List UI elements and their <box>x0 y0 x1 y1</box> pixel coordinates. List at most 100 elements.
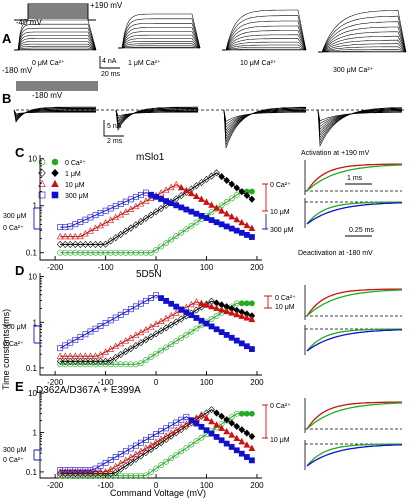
data-point-s0 <box>208 316 215 322</box>
data-point-s2 <box>218 306 225 313</box>
data-point-s2 <box>61 352 69 359</box>
panel-b-letter: B <box>2 91 11 106</box>
trace-a-1 <box>118 13 201 49</box>
panel-a-scale-bar <box>99 56 120 69</box>
data-point-s1 <box>157 204 165 213</box>
data-point-s2 <box>248 444 256 452</box>
data-point-s2 <box>188 300 195 308</box>
trace-b-2 <box>223 108 306 141</box>
data-point-s2 <box>223 307 231 315</box>
data-point-s1 <box>152 208 160 216</box>
legend-filled-marker-2 <box>51 179 59 187</box>
data-point-s0 <box>249 188 255 195</box>
data-point-s2 <box>162 186 170 193</box>
trace-b-2 <box>223 108 307 143</box>
data-point-s2 <box>71 468 79 475</box>
data-point-s0 <box>143 357 149 363</box>
data-point-s3 <box>238 450 245 457</box>
data-point-s3 <box>228 444 235 450</box>
data-point-s1 <box>82 357 89 365</box>
data-point-s1 <box>122 348 130 356</box>
data-point-s1 <box>102 357 109 365</box>
data-point-s2 <box>107 216 114 223</box>
data-point-s0 <box>153 350 159 357</box>
x-tick-label: -100 <box>98 481 115 490</box>
data-point-s0 <box>238 410 245 417</box>
data-point-s0 <box>233 192 240 198</box>
data-point-s2 <box>218 207 225 214</box>
data-point-s3 <box>183 206 190 213</box>
data-point-s2 <box>208 201 215 208</box>
data-point-s0 <box>153 246 159 253</box>
data-point-s3 <box>178 204 185 211</box>
data-point-s1 <box>193 306 200 314</box>
data-point-s2 <box>87 227 94 234</box>
data-point-s2 <box>167 312 175 319</box>
data-point-s3 <box>238 340 245 347</box>
x-tick-label: -200 <box>47 263 64 272</box>
data-point-s2 <box>172 180 180 188</box>
data-point-s1 <box>248 432 256 441</box>
data-point-s1 <box>72 240 79 249</box>
data-point-s2 <box>228 431 236 438</box>
data-point-s2 <box>172 426 180 433</box>
data-point-s1 <box>193 182 200 190</box>
data-point-s1 <box>238 426 246 434</box>
trace-a-2 <box>222 41 307 51</box>
data-point-s2 <box>97 221 104 229</box>
data-point-s3 <box>203 215 210 221</box>
data-point-s1 <box>112 234 119 242</box>
series-line-0 <box>60 302 252 365</box>
data-point-s2 <box>233 310 241 318</box>
trace-a-3 <box>318 31 407 53</box>
data-point-s0 <box>168 455 175 462</box>
data-point-s2 <box>172 309 180 316</box>
trace-b-2 <box>223 109 306 135</box>
data-point-s2 <box>82 468 89 475</box>
data-point-s0 <box>138 360 144 367</box>
inset-deactivation-label: Deactivation at -180 mV <box>298 250 373 257</box>
data-point-s0 <box>183 445 190 451</box>
data-point-s2 <box>137 328 145 336</box>
data-point-s3 <box>183 413 190 420</box>
data-point-s0 <box>188 222 195 229</box>
trace-a-0 <box>14 38 97 51</box>
data-point-s1 <box>167 432 175 440</box>
data-point-s1 <box>112 353 119 362</box>
data-point-s3 <box>249 234 255 240</box>
trace-a-0 <box>14 35 97 51</box>
data-point-s2 <box>117 459 125 467</box>
data-point-s1 <box>56 240 64 249</box>
trace-b-3 <box>317 107 403 148</box>
data-point-s2 <box>137 200 145 207</box>
data-point-s2 <box>61 232 69 240</box>
panel-d-letter: D <box>15 263 24 278</box>
trace-a-2 <box>222 25 307 51</box>
data-point-s1 <box>97 357 104 365</box>
data-point-s2 <box>112 342 120 350</box>
data-point-s2 <box>228 309 236 316</box>
trace-b-2 <box>223 109 307 125</box>
trace-a-3 <box>318 35 407 53</box>
trace-a-3 <box>318 10 407 53</box>
data-point-s0 <box>183 331 190 338</box>
data-point-s1 <box>152 330 160 338</box>
data-point-s2 <box>82 352 89 359</box>
inset-trace <box>306 444 403 467</box>
data-point-s2 <box>228 212 236 220</box>
data-point-s0 <box>249 300 255 307</box>
data-point-s0 <box>148 249 154 256</box>
panel-d-right-label-0: 0 Ca²⁺ <box>275 295 296 302</box>
data-point-s3 <box>218 221 225 228</box>
data-point-s0 <box>213 313 220 319</box>
legend-filled-marker-0 <box>51 158 59 166</box>
data-point-s1 <box>152 442 160 450</box>
trace-a-1 <box>118 18 201 49</box>
data-point-s3 <box>243 232 250 238</box>
data-point-s2 <box>157 317 165 324</box>
data-point-s2 <box>243 314 251 321</box>
x-tick-label: 200 <box>250 378 264 387</box>
data-point-s1 <box>117 465 124 473</box>
data-point-s2 <box>82 230 89 237</box>
data-point-s1 <box>72 357 79 365</box>
